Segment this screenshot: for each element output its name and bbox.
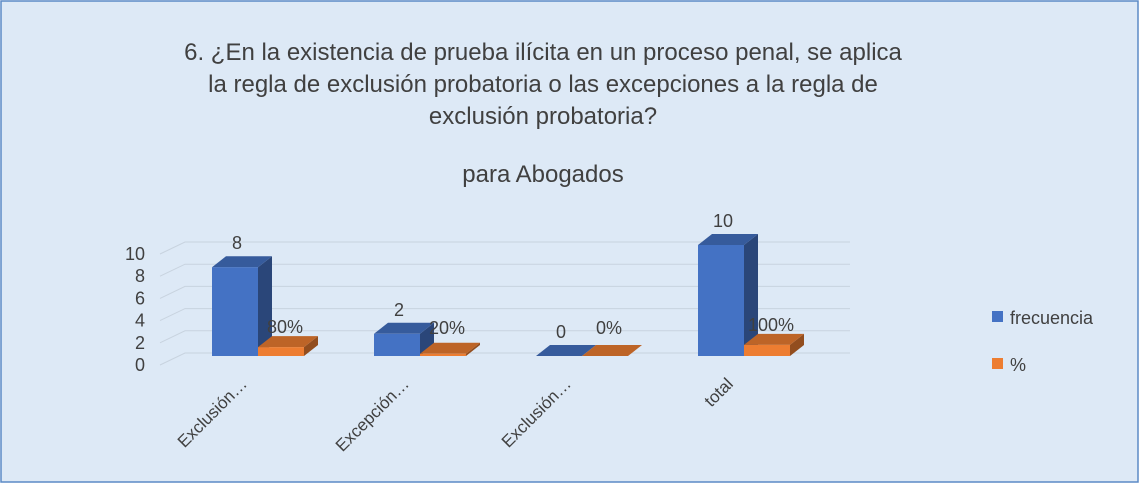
bar [212, 256, 272, 356]
bar-face [698, 245, 744, 356]
bar-face [258, 256, 272, 356]
bar [698, 234, 758, 356]
bar-face [258, 347, 304, 356]
bar-face [466, 342, 480, 356]
legend-swatch [992, 358, 1003, 369]
bar [374, 322, 434, 356]
bar-face [582, 345, 642, 356]
y-tick-label: 0 [135, 355, 145, 375]
bar-face [744, 333, 804, 345]
data-label: 0 [556, 322, 566, 342]
data-label: 80% [267, 317, 303, 337]
bar-face [744, 234, 758, 356]
grid-line [159, 330, 850, 344]
bar [258, 336, 318, 356]
bar-face [790, 333, 804, 356]
grid-line [159, 241, 850, 255]
y-tick-label: 8 [135, 266, 145, 286]
grid-line [159, 285, 850, 299]
data-label: 20% [429, 318, 465, 338]
bar-face [212, 256, 272, 268]
chart-title: 6. ¿En la existencia de prueba ilícita e… [184, 39, 902, 66]
bar-face [744, 344, 790, 356]
chart-title: la regla de exclusión probatoria o las e… [208, 71, 878, 98]
chart-title: exclusión probatoria? [429, 103, 657, 130]
grid-line [159, 308, 850, 322]
bar-face [536, 345, 596, 356]
bar [536, 345, 596, 356]
bar-face [374, 333, 420, 356]
data-label: 8 [232, 233, 242, 253]
bar [420, 342, 480, 356]
y-tick-label: 2 [135, 333, 145, 353]
data-label: 10 [713, 211, 733, 231]
bar-face [258, 336, 318, 348]
y-tick-label: 4 [135, 311, 145, 331]
bar-face [698, 234, 758, 245]
data-label: 0% [596, 318, 622, 338]
y-tick-label: 10 [125, 244, 145, 264]
y-tick-label: 6 [135, 288, 145, 308]
legend-swatch [992, 311, 1003, 322]
bar [744, 333, 804, 356]
grid-line [159, 263, 850, 277]
bar-face [374, 322, 434, 334]
data-label: 2 [394, 300, 404, 320]
bar [582, 345, 642, 356]
bar-face [420, 353, 466, 356]
legend-label: % [1010, 355, 1026, 375]
data-label: 100% [748, 315, 794, 335]
bar-face [304, 336, 318, 356]
bar-face [212, 267, 258, 356]
bar-face [420, 342, 480, 354]
chart-subtitle: para Abogados [462, 161, 623, 188]
legend-label: frecuencia [1010, 308, 1094, 328]
